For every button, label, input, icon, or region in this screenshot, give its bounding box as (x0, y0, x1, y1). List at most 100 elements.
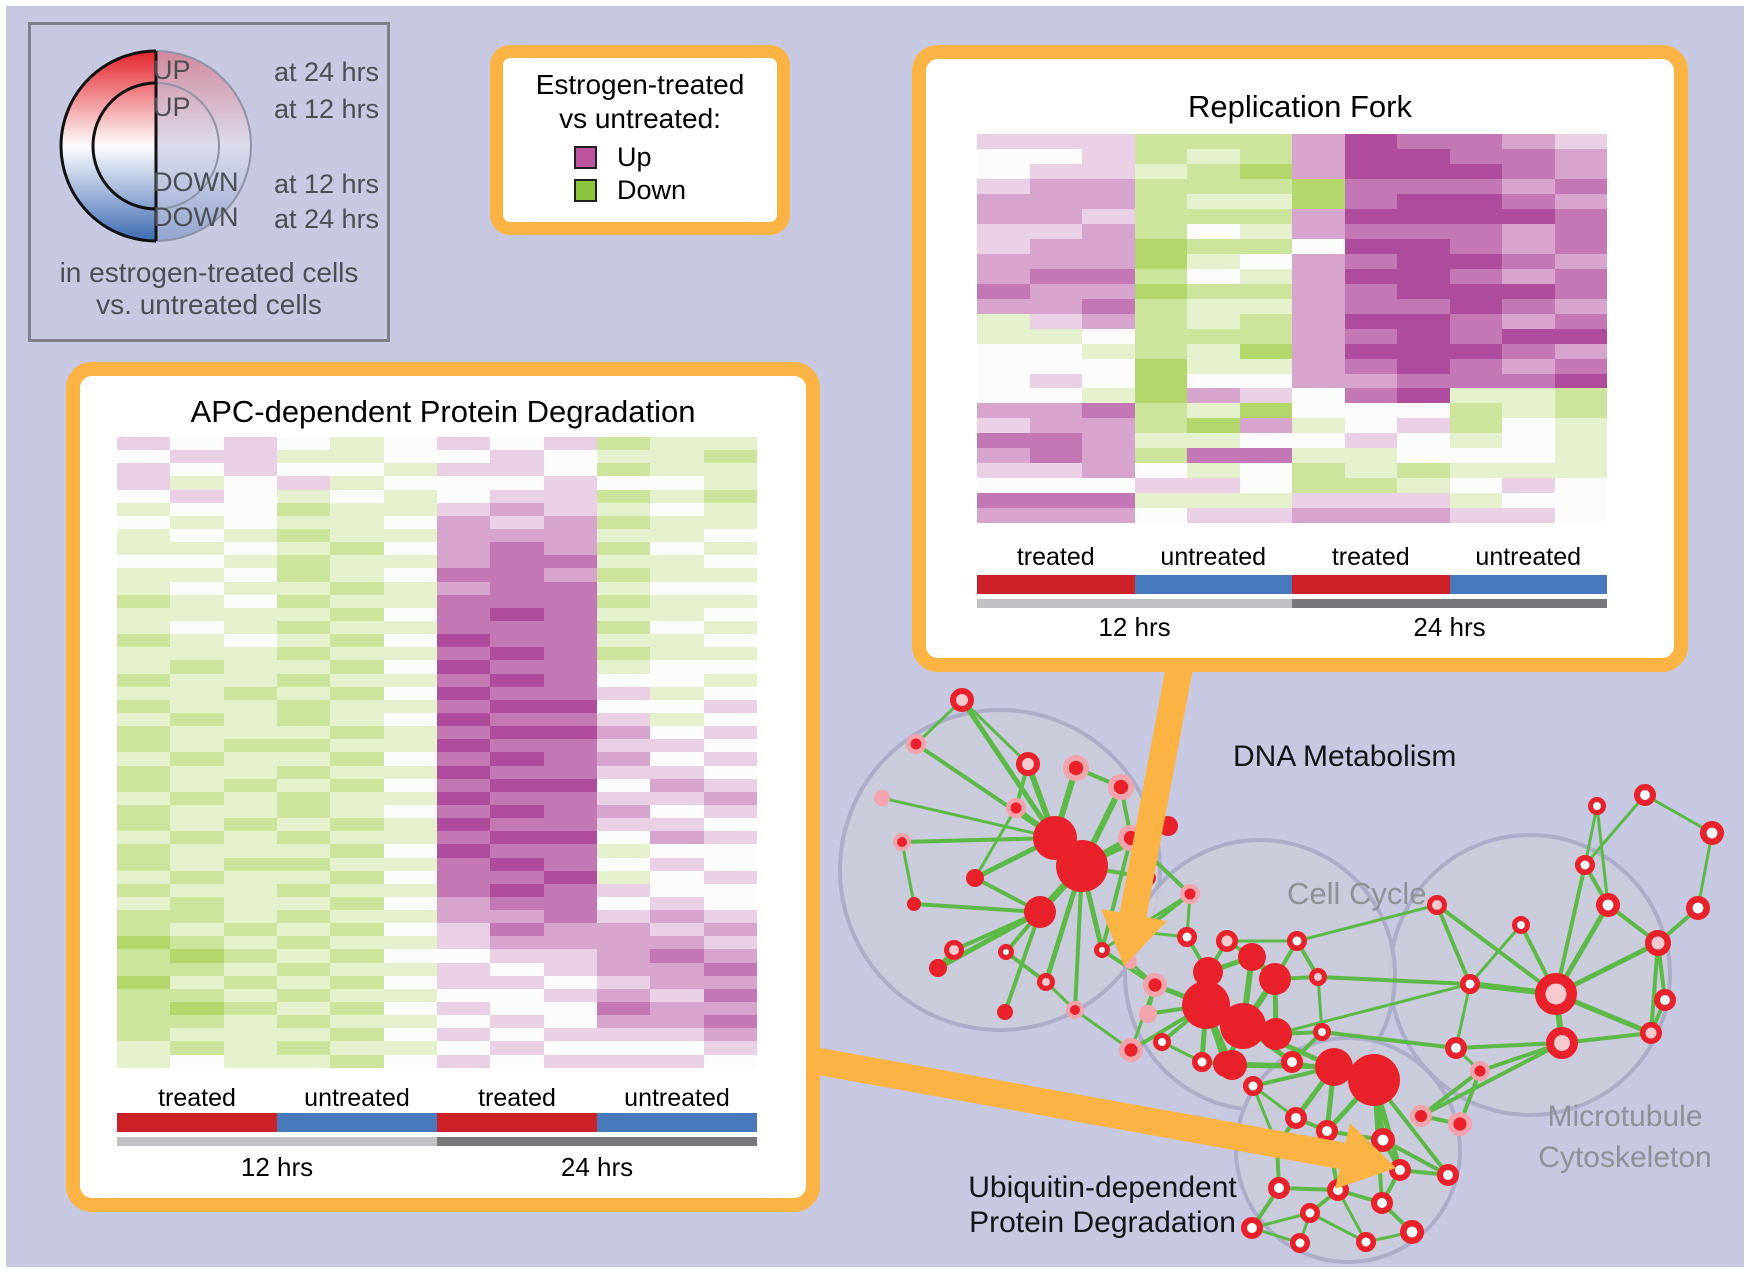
heatmap-cell (117, 804, 171, 819)
heatmap-cell (1134, 388, 1187, 404)
heatmap-cell (383, 568, 437, 582)
heatmap-cell (650, 686, 704, 700)
group-label: treated (1016, 543, 1095, 571)
heatmap-cell (1082, 313, 1135, 329)
heatmap-cell (1554, 268, 1607, 284)
heatmap-cell (596, 923, 651, 937)
heatmap-cell (223, 844, 277, 858)
heatmap-cell (543, 515, 597, 529)
heatmap-cell (117, 489, 171, 503)
heatmap-cell (117, 765, 171, 779)
heatmap-cell (650, 831, 704, 845)
heatmap-cell (330, 844, 384, 858)
heatmap-cell (1554, 253, 1607, 269)
heatmap-cell (117, 502, 171, 516)
heatmap-cell (596, 896, 651, 911)
heatmap-cell (170, 463, 224, 477)
heatmap-cell (490, 634, 544, 648)
gene-node-d15 (907, 897, 921, 911)
heatmap-cell (490, 450, 544, 464)
heatmap-cell (977, 358, 1030, 374)
heatmap-cell (223, 712, 277, 727)
network-edge (1420, 1041, 1563, 1118)
heatmap-cell (596, 594, 651, 608)
heatmap-cell (383, 791, 437, 805)
heatmap-cell (223, 1041, 277, 1055)
heatmap-cell (977, 433, 1030, 449)
heatmap-cell (650, 437, 704, 451)
heatmap-cell (223, 568, 277, 582)
heatmap-cell (117, 1015, 171, 1029)
heatmap-cell (596, 910, 651, 924)
heatmap-cell (703, 765, 757, 779)
heatmap-cell (223, 515, 277, 529)
heatmap-cell (170, 949, 224, 963)
heatmap-cell (1134, 433, 1187, 449)
heatmap-row (117, 463, 757, 477)
gene-node-d16 (944, 940, 964, 960)
heatmap-cell (330, 739, 384, 753)
heatmap-cell (170, 936, 224, 950)
heatmap-cell (117, 568, 171, 582)
heatmap-cell (436, 1028, 491, 1042)
heatmap-cell (1554, 148, 1607, 164)
heatmap-cell (330, 686, 384, 700)
heatmap-cell (490, 1054, 544, 1068)
heatmap-cell (276, 1041, 331, 1055)
heatmap-cell (223, 528, 277, 543)
heatmap-cell (596, 699, 651, 713)
ring-color-key: UP at 24 hrs UP at 12 hrs DOWN at 12 hrs… (28, 22, 390, 342)
heatmap-row (117, 647, 757, 661)
heatmap-cell (117, 555, 171, 569)
heatmap-cell (703, 463, 757, 477)
heatmap-cell (490, 857, 544, 871)
network-edge (1595, 805, 1610, 906)
arrow-head-replication-fork-to-dna (1101, 909, 1167, 966)
heatmap-cell (1239, 493, 1292, 509)
heatmap-cell (1554, 193, 1607, 209)
heatmap-cell (650, 568, 704, 582)
heatmap-cell (490, 818, 544, 832)
heatmap-cell (276, 620, 331, 635)
heatmap-cell (1449, 448, 1502, 464)
heatmap-cell (330, 1041, 384, 1055)
heatmap-cell (490, 752, 544, 766)
heatmap-cell (436, 594, 491, 608)
heatmap-cell (1239, 178, 1292, 194)
heatmap-cell (1239, 358, 1292, 374)
heatmap-cell (1397, 373, 1450, 389)
network-edge (1309, 1211, 1367, 1244)
heatmap-cell (383, 712, 437, 727)
heatmap-cell (650, 620, 704, 635)
heatmap-cell (223, 975, 277, 989)
heatmap-cell (543, 568, 597, 582)
heatmap-cell (330, 647, 384, 661)
heatmap-cell (1344, 508, 1397, 524)
heatmap-cell (1344, 328, 1397, 344)
heatmap-cell (383, 831, 437, 845)
time-labels: 12 hrs 24 hrs (977, 612, 1607, 643)
heatmap-cell (1187, 358, 1240, 374)
heatmap-cell (543, 818, 597, 832)
heatmap-cell (330, 791, 384, 805)
heatmap-cell (170, 542, 224, 556)
gene-node-c8 (1287, 931, 1307, 951)
network-edge (900, 841, 916, 905)
heatmap-cell (490, 673, 544, 687)
heatmap-cell (383, 581, 437, 595)
heatmap-cell (223, 450, 277, 464)
heatmap-cell (1344, 373, 1397, 389)
heatmap-cell (1397, 448, 1450, 464)
heatmap-cell (1449, 268, 1502, 284)
heatmap-cell (703, 804, 757, 819)
heatmap-cell (1292, 283, 1345, 299)
heatmap-cell (1187, 373, 1240, 389)
heatmap-cell (223, 463, 277, 477)
heatmap-cell (330, 975, 384, 989)
heatmap-cell (1134, 163, 1187, 179)
heatmap-cell (276, 936, 331, 950)
heatmap-cell (543, 804, 597, 819)
heatmap-cell (703, 791, 757, 805)
arrow-stem-replication-fork-to-dna (1119, 645, 1197, 918)
heatmap-cell (170, 831, 224, 845)
